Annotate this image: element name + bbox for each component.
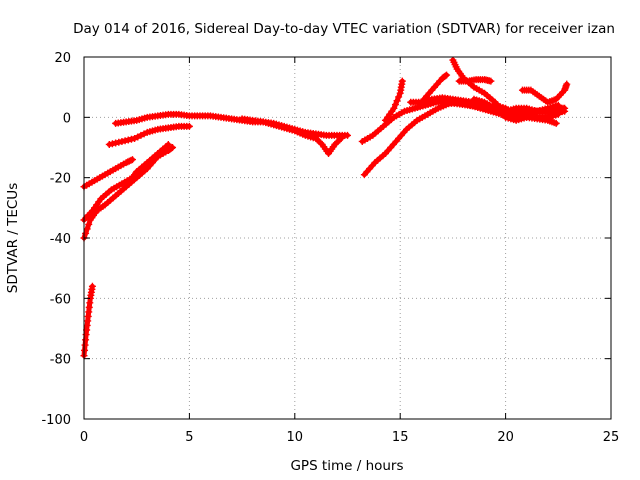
data-point — [127, 156, 135, 164]
data-point — [554, 101, 562, 109]
data-point — [108, 140, 116, 148]
data-point — [554, 110, 562, 118]
series-arc-10 — [381, 77, 406, 124]
data-point — [121, 137, 129, 145]
x-tick-label: 15 — [392, 430, 409, 445]
series-arc-14 — [455, 76, 495, 85]
data-point — [169, 144, 177, 151]
data-point — [563, 80, 571, 88]
y-tick-label: -20 — [50, 172, 71, 187]
series-arc-12 — [417, 71, 451, 106]
data-point — [487, 77, 495, 85]
data-point — [88, 282, 96, 290]
data-point — [131, 134, 139, 142]
y-tick-label: -100 — [41, 413, 71, 428]
data-point — [83, 225, 91, 233]
data-point — [105, 140, 113, 148]
data-point — [125, 157, 133, 165]
data-point — [112, 139, 120, 147]
data-point — [344, 131, 351, 139]
series-layer — [80, 56, 571, 360]
data-point — [317, 139, 325, 147]
y-tick-label: -60 — [50, 292, 71, 307]
data-point — [118, 137, 126, 145]
series-arc-4 — [80, 156, 136, 191]
y-tick-label: -80 — [50, 353, 71, 368]
data-point — [185, 122, 193, 130]
y-tick-label: 0 — [63, 111, 71, 126]
data-point — [561, 104, 569, 112]
data-point — [82, 229, 90, 237]
data-point — [85, 220, 93, 228]
data-point — [140, 130, 148, 138]
data-point — [391, 101, 399, 109]
data-point — [127, 135, 135, 143]
x-axis-label: GPS time / hours — [290, 458, 403, 474]
data-point — [124, 136, 132, 144]
data-point — [395, 93, 403, 101]
data-point — [336, 136, 344, 144]
x-tick-label: 5 — [185, 430, 193, 445]
y-tick-label: -40 — [50, 232, 71, 247]
data-point — [115, 138, 123, 146]
x-tick-label: 10 — [287, 430, 304, 445]
data-point — [393, 97, 401, 105]
series-arc-1 — [80, 282, 96, 360]
y-axis-label: SDTVAR / TECUs — [5, 183, 21, 293]
data-point — [337, 134, 345, 142]
data-point — [390, 104, 398, 112]
series-arc-18 — [491, 101, 562, 121]
data-point — [134, 133, 142, 141]
data-point — [167, 144, 175, 152]
data-point — [442, 72, 450, 80]
y-tick-label: 20 — [54, 51, 71, 66]
data-point — [132, 169, 140, 177]
data-point — [124, 158, 132, 166]
x-tick-label: 20 — [497, 430, 514, 445]
data-point — [552, 119, 560, 127]
series-arc-7 — [238, 115, 345, 158]
data-point — [122, 159, 130, 167]
chart-title: Day 014 of 2016, Sidereal Day-to-day VTE… — [73, 21, 615, 37]
data-point — [128, 156, 136, 164]
data-point — [137, 131, 145, 139]
series-arc-5 — [105, 122, 193, 148]
series-arc-17 — [518, 80, 571, 106]
data-point — [443, 71, 451, 79]
data-point — [164, 140, 172, 148]
x-tick-label: 0 — [80, 430, 88, 445]
data-point — [398, 77, 406, 85]
x-tick-label: 25 — [603, 430, 620, 445]
axis-ticks: 0 5 10 15 20 25 -100 -80 -60 -40 -20 0 20 — [41, 51, 619, 445]
